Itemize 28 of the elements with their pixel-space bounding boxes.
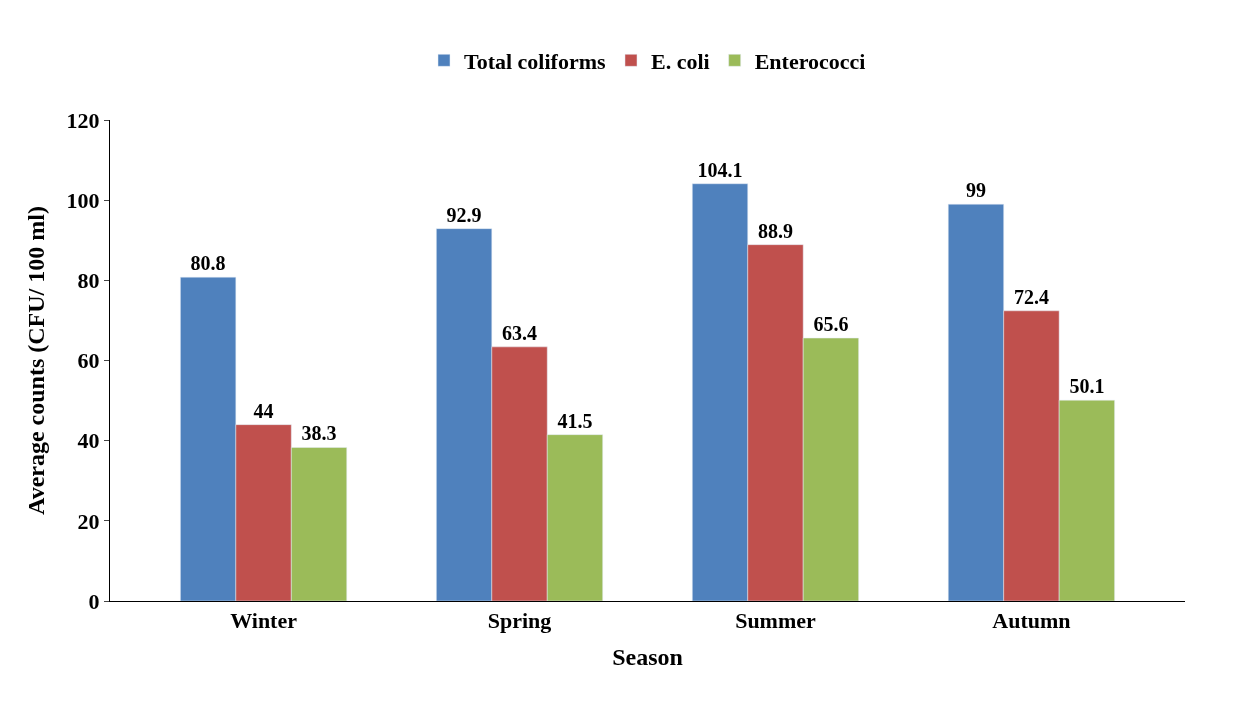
legend-label: E. coli <box>651 48 710 74</box>
x-tick-label: Autumn <box>992 608 1071 634</box>
data-label: 99 <box>965 179 986 202</box>
y-tick-label: 120 <box>66 107 100 133</box>
x-tick-label: Summer <box>735 608 817 634</box>
legend-label: Enterococci <box>754 48 866 74</box>
data-label: 50.1 <box>1069 375 1105 398</box>
y-tick-label: 100 <box>66 187 100 213</box>
data-label: 65.6 <box>813 313 849 336</box>
data-label: 63.4 <box>502 321 538 344</box>
data-label: 44 <box>253 399 274 422</box>
y-tick-label: 40 <box>77 428 100 454</box>
y-tick-label: 80 <box>77 268 100 294</box>
x-axis-title: Season <box>612 643 683 670</box>
data-label: 38.3 <box>301 422 337 445</box>
y-axis-title: Average counts (CFU/ 100 ml) <box>22 206 49 515</box>
data-label: 80.8 <box>190 252 226 275</box>
data-label: 41.5 <box>557 409 593 432</box>
legend-label: Total coliforms <box>464 48 606 74</box>
x-tick-label: Spring <box>487 608 552 634</box>
y-tick-label: 0 <box>88 588 100 614</box>
data-label: 92.9 <box>446 203 482 226</box>
data-label: 88.9 <box>757 219 793 242</box>
y-tick-label: 60 <box>77 348 100 374</box>
data-label: 104.1 <box>697 158 743 181</box>
x-tick-label: Winter <box>230 608 298 634</box>
y-tick-label: 20 <box>77 508 100 534</box>
data-label: 72.4 <box>1013 285 1049 308</box>
